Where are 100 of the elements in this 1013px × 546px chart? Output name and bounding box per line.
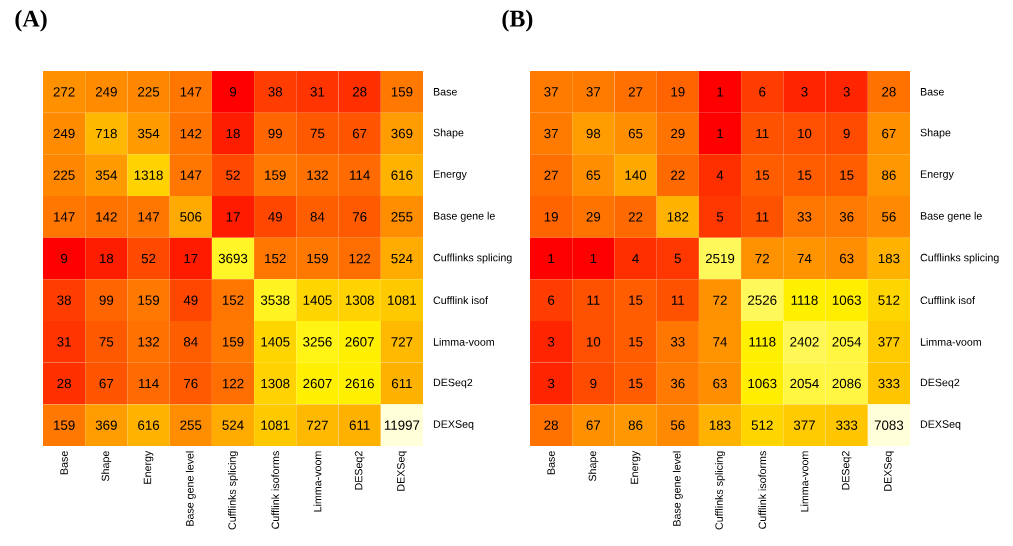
data-label: 1063 bbox=[748, 378, 777, 389]
y-tick-label: Limma-voom bbox=[433, 337, 494, 346]
data-label: 122 bbox=[349, 253, 371, 264]
data-label: 255 bbox=[391, 212, 413, 222]
data-label: 9 bbox=[590, 378, 597, 389]
data-label: 182 bbox=[667, 212, 689, 222]
data-label: 249 bbox=[53, 128, 75, 139]
data-label: 1 bbox=[717, 87, 724, 97]
data-label: 72 bbox=[755, 253, 769, 264]
data-label: 249 bbox=[95, 87, 117, 97]
data-label: 28 bbox=[544, 420, 558, 430]
data-label: 152 bbox=[265, 253, 286, 264]
data-label: 99 bbox=[268, 128, 283, 139]
x-tick-label: Shape bbox=[588, 451, 599, 482]
data-label: 183 bbox=[878, 253, 900, 264]
x-tick-label: DESeq2 bbox=[841, 451, 852, 490]
data-label: 6 bbox=[759, 87, 766, 97]
data-label: 36 bbox=[670, 378, 685, 389]
data-label: 1405 bbox=[303, 295, 332, 305]
data-label: 1 bbox=[590, 253, 597, 264]
x-tick-label: Limma-voom bbox=[800, 451, 809, 512]
data-label: 67 bbox=[586, 420, 601, 430]
data-label: 5 bbox=[674, 253, 681, 264]
x-tick-label: DEXSeq bbox=[397, 451, 407, 491]
data-label: 86 bbox=[628, 420, 643, 430]
data-label: 37 bbox=[544, 87, 558, 97]
y-tick-label: Shape bbox=[920, 128, 951, 139]
data-label: 727 bbox=[391, 337, 413, 347]
data-label: 132 bbox=[138, 337, 160, 347]
data-label: 22 bbox=[628, 212, 643, 222]
data-label: 2616 bbox=[345, 378, 374, 389]
data-label: 159 bbox=[307, 253, 328, 264]
data-label: 52 bbox=[141, 253, 156, 264]
data-label: 3 bbox=[547, 378, 555, 389]
data-label: 10 bbox=[586, 337, 601, 347]
data-label: 86 bbox=[882, 170, 896, 180]
data-label: 15 bbox=[798, 170, 812, 180]
data-label: 33 bbox=[670, 337, 685, 347]
data-label: 76 bbox=[352, 212, 367, 222]
y-tick-label: DESeq2 bbox=[920, 378, 960, 389]
data-label: 225 bbox=[138, 87, 160, 97]
data-label: 63 bbox=[839, 253, 854, 264]
x-tick-label: Base gene level bbox=[185, 451, 196, 526]
data-label: 3 bbox=[843, 87, 850, 97]
data-label: 75 bbox=[99, 337, 114, 347]
y-tick-label: Base gene le bbox=[920, 211, 982, 222]
x-tick-label: Cufflinks splicing bbox=[715, 451, 725, 530]
data-label: 147 bbox=[180, 170, 202, 180]
data-label: 611 bbox=[391, 378, 412, 389]
data-label: 65 bbox=[628, 128, 643, 139]
data-label: 37 bbox=[586, 87, 601, 97]
data-label: 37 bbox=[544, 128, 558, 139]
data-label: 11 bbox=[671, 295, 685, 305]
data-label: 147 bbox=[180, 87, 202, 97]
data-label: 2526 bbox=[748, 295, 777, 305]
data-label: 4 bbox=[632, 253, 639, 264]
data-label: 354 bbox=[95, 170, 118, 180]
data-label: 506 bbox=[180, 212, 202, 222]
data-label: 1063 bbox=[832, 295, 861, 305]
data-label: 1118 bbox=[749, 337, 776, 347]
data-label: 52 bbox=[226, 170, 240, 180]
data-label: 159 bbox=[391, 87, 413, 97]
chart-title: (A) bbox=[15, 9, 47, 32]
data-label: 63 bbox=[713, 378, 727, 389]
data-label: 56 bbox=[882, 212, 896, 222]
y-tick-label: Cufflinks splicing bbox=[920, 253, 999, 264]
data-label: 1081 bbox=[388, 295, 417, 305]
data-label: 36 bbox=[839, 212, 854, 222]
data-label: 22 bbox=[671, 170, 685, 180]
y-tick-label: Shape bbox=[433, 128, 464, 139]
data-label: 2519 bbox=[705, 253, 735, 264]
data-label: 3 bbox=[547, 337, 555, 347]
data-label: 3693 bbox=[218, 253, 248, 264]
data-label: 142 bbox=[180, 128, 202, 139]
data-label: 17 bbox=[184, 253, 198, 264]
data-label: 49 bbox=[268, 212, 283, 222]
data-label: 3538 bbox=[260, 295, 290, 305]
data-label: 33 bbox=[797, 212, 812, 222]
data-label: 38 bbox=[57, 295, 71, 305]
x-tick-label: Cufflink isoforms bbox=[271, 451, 280, 529]
data-label: 65 bbox=[586, 170, 601, 180]
data-label: 159 bbox=[54, 420, 75, 430]
data-label: 84 bbox=[183, 337, 198, 347]
data-label: 9 bbox=[229, 87, 237, 97]
data-label: 152 bbox=[222, 295, 244, 305]
data-label: 3 bbox=[801, 87, 808, 97]
data-label: 147 bbox=[54, 212, 75, 222]
x-tick-label: DESeq2 bbox=[354, 451, 365, 490]
data-label: 11 bbox=[587, 295, 600, 305]
data-label: 524 bbox=[222, 420, 244, 430]
data-label: 1318 bbox=[134, 170, 163, 180]
data-label: 2402 bbox=[790, 337, 819, 347]
data-label: 114 bbox=[138, 378, 159, 389]
data-label: 74 bbox=[713, 337, 728, 347]
data-label: 377 bbox=[793, 420, 815, 430]
data-label: 15 bbox=[629, 295, 643, 305]
x-tick-label: Energy bbox=[143, 450, 154, 484]
data-label: 369 bbox=[95, 420, 117, 430]
data-label: 18 bbox=[99, 253, 114, 264]
data-label: 99 bbox=[99, 295, 114, 305]
